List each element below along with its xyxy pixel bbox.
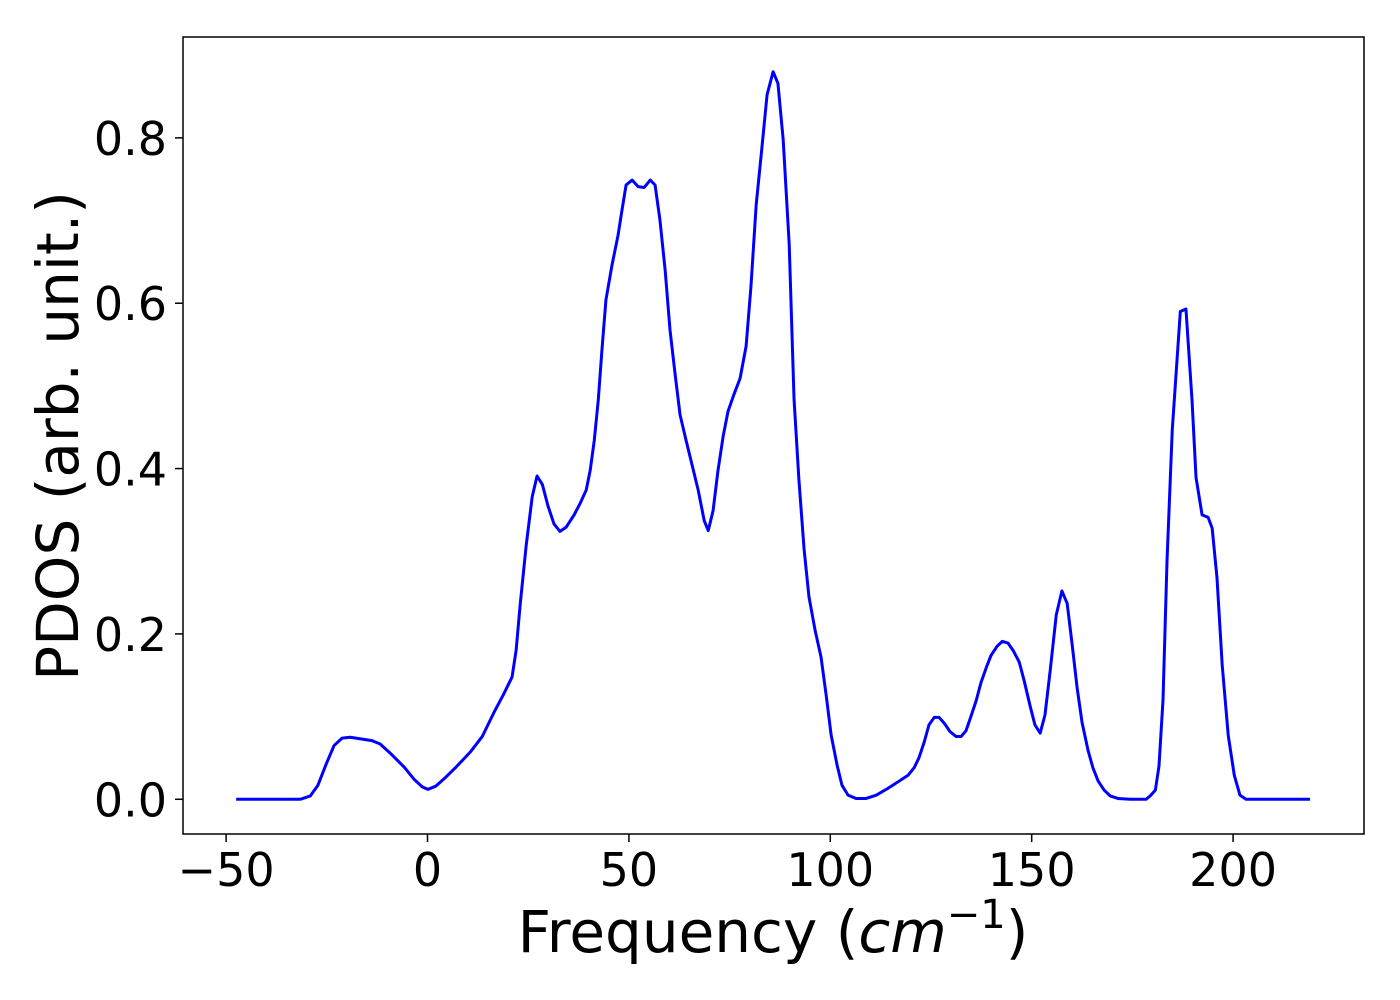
x-label-close: ) [1006,898,1029,966]
x-axis-label: Frequency (cm−1) [518,892,1029,966]
x-label-unit: cm [858,898,946,966]
pdos-line [236,70,1311,801]
y-tick-label: 0.8 [94,112,167,166]
y-tick-label: 0.2 [94,608,167,662]
y-tick-label: 0.4 [94,443,167,497]
y-tick-label: 0.0 [94,773,167,827]
x-tick-label: 150 [988,843,1076,897]
plot-frame [182,36,1365,835]
x-tick-label: 100 [786,843,874,897]
y-tick-label: 0.6 [94,277,167,331]
x-tick-label: −50 [178,843,275,897]
x-label-exponent: −1 [947,892,1006,938]
y-axis-label: PDOS (arb. unit.) [24,191,92,681]
x-tick-label: 0 [413,843,442,897]
x-tick-label: 200 [1189,843,1277,897]
x-tick-label: 50 [600,843,659,897]
x-label-text: Frequency ( [518,898,859,966]
